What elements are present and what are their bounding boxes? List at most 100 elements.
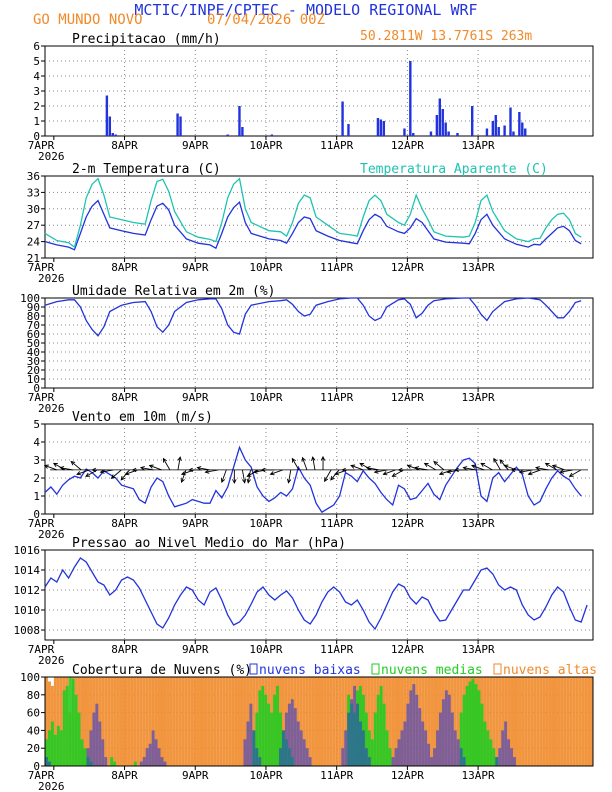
cloud-bar [258, 690, 262, 766]
y-tick-label: 2 [33, 472, 40, 485]
cloud-bar [329, 677, 333, 766]
wind-arrow-head [196, 466, 202, 471]
cloud-bar [281, 677, 285, 766]
cloud-bar [403, 721, 407, 766]
cloud-bar [290, 699, 294, 766]
x-tick-label: 12APR [391, 643, 424, 656]
wind-arrow [197, 467, 211, 471]
cloud-bar [358, 721, 362, 766]
cloud-bar [492, 748, 496, 766]
cloud-bar [139, 677, 143, 766]
wind-arrow-head [52, 462, 58, 468]
cloud-bar [370, 677, 374, 766]
wind-arrow-head [446, 469, 452, 474]
cloud-bar [314, 677, 318, 766]
cloud-bar [133, 677, 137, 766]
cloud-bar [157, 748, 161, 766]
cloud-bar [418, 708, 422, 766]
wind-arrow [312, 457, 316, 470]
cloud-bar [133, 761, 137, 766]
cloud-bar [145, 677, 149, 766]
cloud-bar [175, 677, 179, 766]
cloud-bar [459, 748, 463, 766]
cloud-bar [83, 748, 87, 766]
cloud-bar [172, 677, 176, 766]
cloud-bar [424, 677, 428, 766]
wind-arrow-head [359, 462, 365, 468]
cloud-bar [444, 690, 448, 766]
cloud-bar [273, 694, 277, 766]
cloud-bar [302, 677, 306, 766]
cloud-bar [480, 703, 484, 766]
cloud-bar [142, 677, 146, 766]
cloud-bar [98, 721, 102, 766]
precip-bar [379, 119, 383, 136]
cloud-bar [400, 677, 404, 766]
wind-arrow [162, 458, 171, 471]
cloud-bar [296, 721, 300, 766]
cloud-bar [453, 677, 457, 766]
x-tick-label: 11APR [320, 391, 353, 404]
x-tick-label: 9APR [182, 769, 209, 782]
precip-bar [241, 127, 244, 136]
cloud-bar [367, 677, 371, 766]
wind-arrow-head [438, 471, 444, 476]
wind-arrow [205, 469, 219, 473]
wind-arrow [552, 465, 566, 471]
y-tick-label: 0 [33, 508, 40, 521]
wind-arrow-head [124, 471, 130, 476]
series-line [44, 297, 582, 337]
cloud-bar [507, 739, 511, 766]
header-title: MCTIC/INPE/CPTEC - MODELO REGIONAL WRF [134, 1, 477, 19]
precip-bar [494, 115, 497, 136]
wind-arrow-head [510, 467, 516, 473]
cloud-bar [169, 677, 173, 766]
cloud-bar [459, 712, 463, 766]
cloud-bar [47, 681, 51, 766]
y-tick-label: 1016 [14, 544, 41, 557]
panel-wind: 0 1 2 3 4 5 7APR 8APR 9APR 10APR 11APR 12APR 13APR 20… [28, 410, 594, 541]
y-tick-label: 30 [27, 203, 40, 216]
x-tick-label: 10APR [249, 643, 282, 656]
y-tick-label: 20 [27, 742, 40, 755]
cloud-bar [293, 708, 297, 766]
precip-bar [403, 128, 406, 136]
wind-arrow-head [518, 469, 524, 474]
x-tick-label: 7APR [28, 139, 55, 152]
wind-arrow-head [499, 459, 504, 464]
cloud-bar [151, 730, 155, 766]
y-tick-label: 1 [33, 490, 40, 503]
cloud-bar [436, 730, 439, 766]
wind-arrow-head [131, 467, 137, 473]
y-tick-label: 0 [33, 760, 40, 773]
cloud-bar [258, 757, 262, 766]
panel-title: Precipitacao (mm/h) [72, 32, 221, 47]
x-tick-label: 10APR [249, 261, 282, 274]
cloud-bar [566, 677, 570, 766]
cloud-bar [255, 712, 259, 766]
x-tick-label: 10APR [249, 391, 282, 404]
cloud-bar [166, 677, 170, 766]
wind-arrow-head [391, 472, 397, 477]
cloud-bar [201, 677, 205, 766]
x-tick-label: 11APR [320, 643, 353, 656]
legend-label: nuvens medias [381, 663, 483, 678]
x-tick-year: 2026 [38, 654, 65, 667]
cloud-bar [370, 739, 374, 766]
cloud-bar [107, 677, 111, 766]
cloud-bar [341, 748, 345, 766]
cloud-bar [308, 757, 312, 766]
x-tick-label: 8APR [111, 391, 138, 404]
cloud-bar [47, 761, 51, 766]
wind-arrow-head [568, 472, 574, 477]
wind-arrow [528, 469, 541, 475]
cloud-bar [489, 677, 493, 766]
wind-arrow [545, 463, 558, 471]
wind-arrow-head [269, 471, 275, 476]
wind-arrow-head [85, 472, 91, 477]
y-tick-label: 1012 [14, 584, 41, 597]
cloud-bar [539, 677, 543, 766]
wind-arrow [241, 469, 246, 483]
